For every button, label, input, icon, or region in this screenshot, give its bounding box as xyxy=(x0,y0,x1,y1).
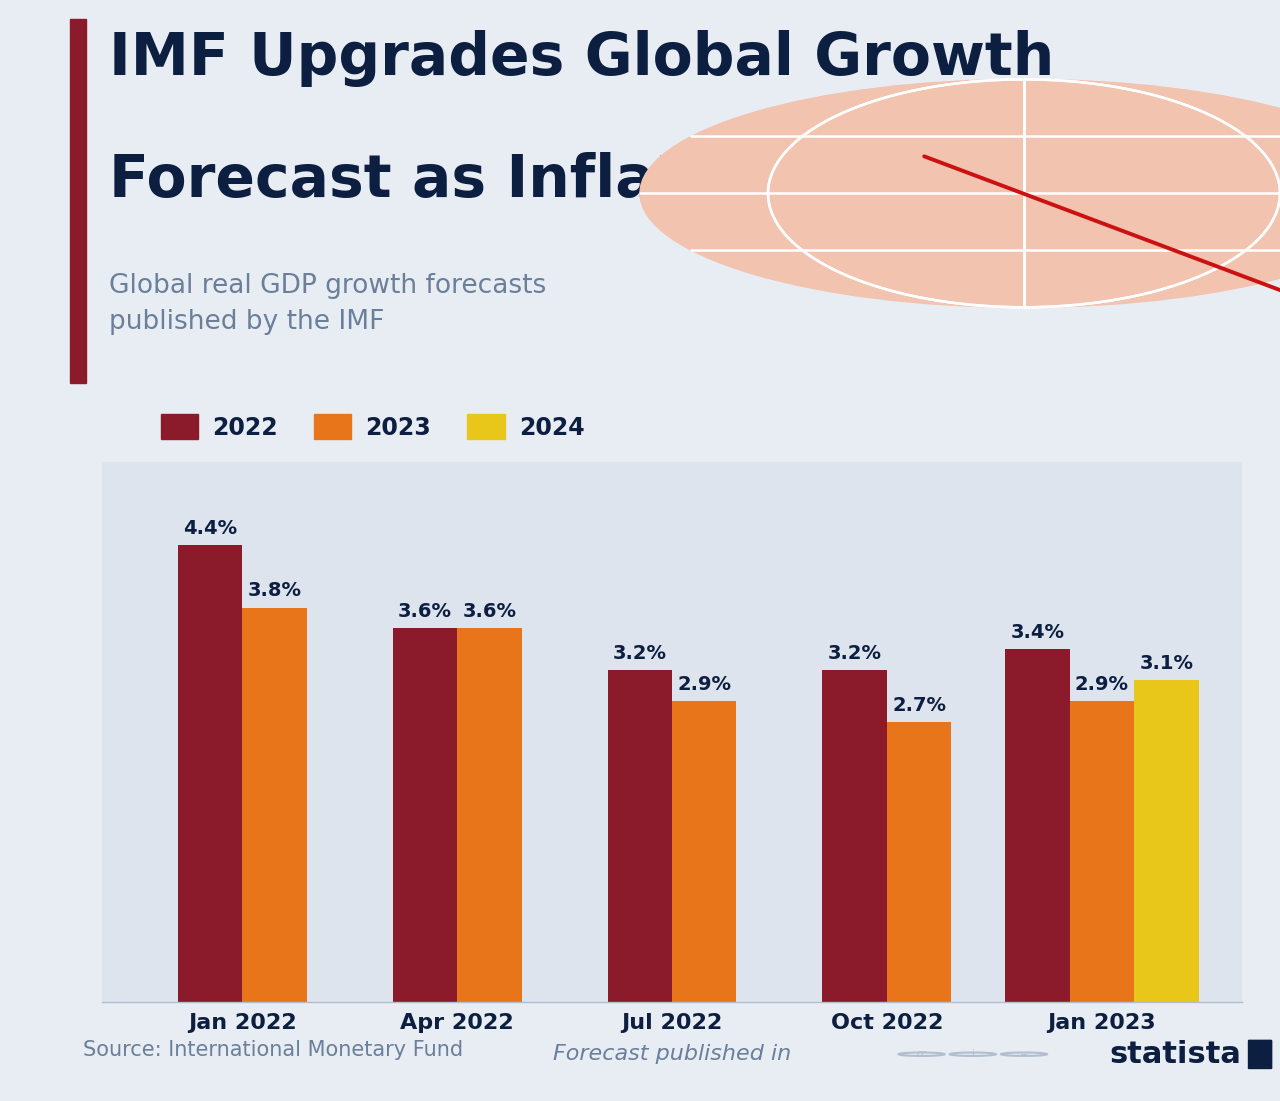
Bar xyxy=(1134,680,1198,1002)
Text: Forecast as Inflation Cools: Forecast as Inflation Cools xyxy=(109,152,982,208)
Bar xyxy=(672,701,736,1002)
Text: statista: statista xyxy=(1110,1039,1242,1069)
Legend: 2022, 2023, 2024: 2022, 2023, 2024 xyxy=(151,404,594,449)
Bar xyxy=(70,19,86,383)
Bar xyxy=(608,669,672,1002)
Bar xyxy=(1248,1040,1271,1068)
Text: 2.7%: 2.7% xyxy=(892,696,946,715)
X-axis label: Forecast published in: Forecast published in xyxy=(553,1044,791,1065)
Text: 3.1%: 3.1% xyxy=(1139,654,1193,673)
Bar xyxy=(457,629,521,1002)
Text: i: i xyxy=(972,1049,974,1059)
Text: 3.2%: 3.2% xyxy=(828,644,882,663)
Text: 3.6%: 3.6% xyxy=(462,602,516,621)
Polygon shape xyxy=(1248,1040,1271,1068)
Text: 2.9%: 2.9% xyxy=(1075,675,1129,694)
Bar xyxy=(393,629,457,1002)
Text: 3.8%: 3.8% xyxy=(247,581,301,600)
Text: =: = xyxy=(1020,1049,1028,1059)
Bar xyxy=(1005,650,1070,1002)
Text: 3.6%: 3.6% xyxy=(398,602,452,621)
Text: 3.2%: 3.2% xyxy=(613,644,667,663)
Bar xyxy=(823,669,887,1002)
Text: cc: cc xyxy=(916,1049,927,1059)
Bar xyxy=(1070,701,1134,1002)
Text: 3.4%: 3.4% xyxy=(1010,623,1065,642)
Bar xyxy=(178,545,242,1002)
Text: Source: International Monetary Fund: Source: International Monetary Fund xyxy=(83,1039,463,1059)
Text: IMF Upgrades Global Growth: IMF Upgrades Global Growth xyxy=(109,30,1053,87)
Text: 2.9%: 2.9% xyxy=(677,675,731,694)
Circle shape xyxy=(640,79,1280,307)
Bar xyxy=(242,608,307,1002)
Text: Global real GDP growth forecasts
published by the IMF: Global real GDP growth forecasts publish… xyxy=(109,273,547,335)
Text: 4.4%: 4.4% xyxy=(183,520,237,538)
Bar xyxy=(887,722,951,1002)
